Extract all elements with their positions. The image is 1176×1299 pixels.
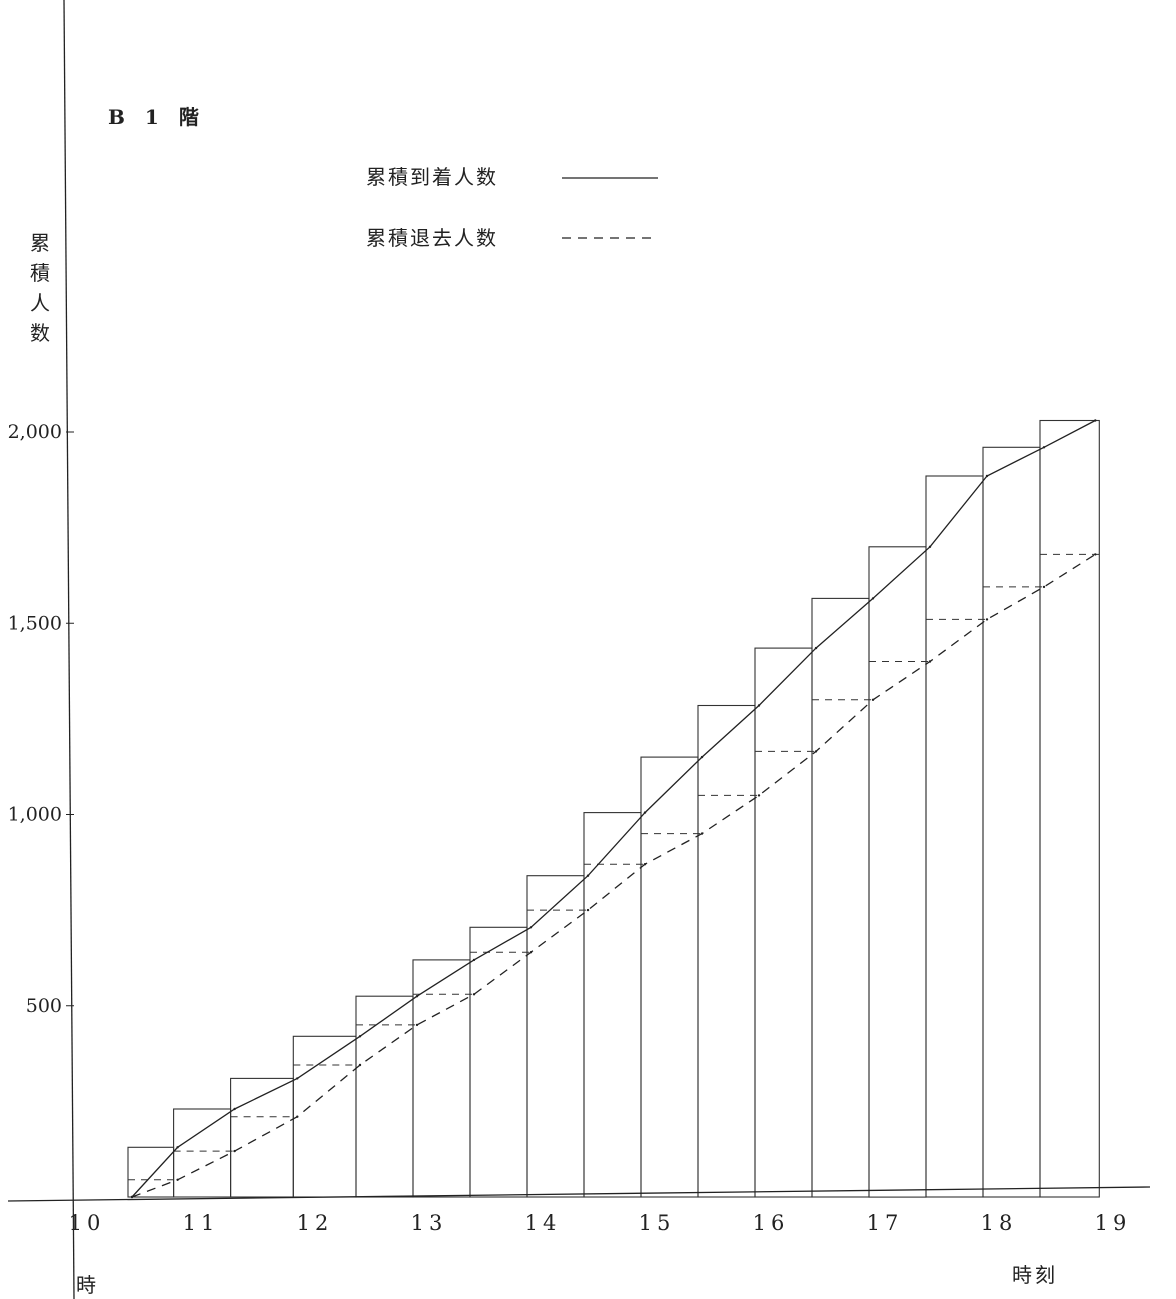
arrival-point (176, 1146, 179, 1149)
step-bar (697, 704, 756, 1198)
step-bar (1039, 419, 1100, 1198)
arrival-point (296, 1077, 299, 1080)
x-tick-label: 10 (69, 1211, 106, 1235)
departure-point (472, 993, 476, 996)
arrival-point (472, 958, 476, 962)
departure-point (1094, 553, 1097, 556)
arrival-point (985, 474, 989, 478)
y-tick-label: 2,000 (8, 421, 62, 443)
series-layer (130, 419, 1097, 1199)
departure-point (529, 951, 533, 954)
x-tick-label: 14 (525, 1211, 562, 1235)
arrival-point (415, 995, 419, 998)
step-bar (173, 1108, 232, 1198)
departure-point (415, 1023, 419, 1027)
step-bar (811, 597, 870, 1198)
legend: 累積到着人数 累積退去人数 (366, 165, 658, 250)
arrival-point (529, 926, 533, 929)
legend-label-arrivals: 累積到着人数 (366, 165, 498, 189)
arrival-point (700, 755, 704, 759)
arrival-point (643, 811, 647, 814)
departure-point (233, 1149, 236, 1153)
departure-point (176, 1178, 179, 1182)
departure-point (296, 1115, 299, 1118)
arrival-point (757, 704, 761, 707)
x-origin-unit-label: 時 (76, 1273, 96, 1297)
step-bar (982, 446, 1041, 1198)
arrival-point (928, 545, 932, 548)
departure-point (985, 618, 989, 621)
x-tick-label: 12 (297, 1211, 334, 1235)
x-tick-label: 15 (639, 1211, 676, 1235)
departure-point (130, 1195, 134, 1199)
chart-title: B 1 階 (108, 105, 199, 129)
departure-point (358, 1063, 362, 1067)
y-axis-label: 累積人数 (30, 231, 50, 345)
y-tick-labels: 500 1,000 1,500 2,000 (8, 421, 74, 1017)
x-axis-line (7, 1186, 1151, 1202)
departure-point (814, 750, 818, 753)
departure-point (700, 832, 704, 835)
x-tick-label: 16 (753, 1211, 790, 1235)
arrival-point (358, 1035, 362, 1038)
x-tick-labels: 10 11 12 13 14 15 16 17 18 19 (69, 1211, 1132, 1235)
arrival-point (1042, 446, 1046, 449)
x-tick-label: 17 (867, 1211, 904, 1235)
step-bar (754, 647, 813, 1198)
step-bar (640, 756, 699, 1198)
step-bar (868, 546, 927, 1198)
step-bar (355, 995, 414, 1198)
x-axis-label: 時刻 (1012, 1263, 1058, 1287)
step-bar (412, 959, 471, 1198)
arrival-point (586, 874, 590, 877)
arrival-point (871, 597, 875, 600)
arrival-point (1094, 419, 1097, 422)
y-tick-label: 1,500 (8, 612, 62, 634)
arrival-point (814, 646, 818, 650)
step-bar (469, 926, 528, 1198)
x-tick-label: 11 (183, 1211, 220, 1235)
series-line-departures (131, 553, 1096, 1198)
departure-point (928, 660, 932, 663)
step-bars-layer (127, 419, 1102, 1198)
departure-point (757, 794, 761, 797)
x-tick-label: 13 (411, 1211, 448, 1235)
x-tick-label: 19 (1095, 1211, 1132, 1235)
departure-point (643, 863, 647, 866)
y-tick-label: 1,000 (8, 804, 62, 826)
step-bar (925, 475, 984, 1198)
legend-label-departures: 累積退去人数 (366, 226, 498, 250)
departure-point (586, 908, 590, 912)
y-axis-line (63, 0, 75, 1299)
y-tick-label: 500 (26, 995, 62, 1017)
arrival-point (233, 1107, 236, 1111)
departure-point (1042, 585, 1046, 589)
x-tick-label: 18 (981, 1211, 1018, 1235)
departure-point (871, 698, 875, 701)
series-line-arrivals (131, 419, 1096, 1198)
